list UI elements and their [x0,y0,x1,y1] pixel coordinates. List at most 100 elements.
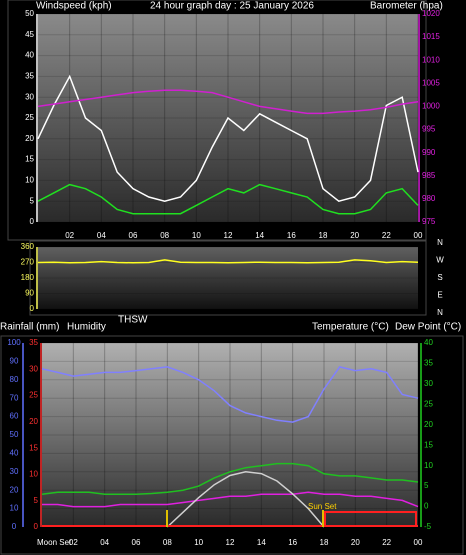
y3-tick-label: 25 [29,391,38,400]
y-tick-label: 70 [10,393,19,402]
x-tick-label: 06 [129,231,138,240]
y3-tick-label: 10 [29,470,38,479]
y-tick-label: 0 [12,522,17,531]
y-tick-label: 35 [25,72,34,81]
x-tick-label: 02 [69,538,78,547]
y-tick-label: 0 [30,217,35,226]
y2-tick-label: 0 [424,502,429,511]
thsw-label: THSW [118,315,148,326]
series-line [41,462,419,496]
x-tick-label: 20 [351,538,360,547]
x-tick-label: 10 [192,231,201,240]
y2-tick-label: 985 [422,171,436,180]
x-tick-label: 22 [382,538,391,547]
x-tick-label: 04 [100,538,109,547]
y3-tick-label: 35 [29,338,38,347]
x-tick-label: 02 [65,231,74,240]
y-tick-label: 270 [21,258,35,267]
y-tick-label: 100 [7,338,21,347]
y-tick-label: 50 [10,430,19,439]
x-tick-label: 18 [319,231,328,240]
y3-tick-label: 15 [29,443,38,452]
y3-tick-label: 20 [29,417,38,426]
chart-title: 24 hour graph day : 25 January 2026 [150,1,314,12]
y2-tick-label: 30 [424,379,433,388]
y-tick-label: 30 [25,92,34,101]
y2-tick-label: 1020 [422,9,440,18]
direction-label: S [437,273,442,282]
y-tick-label: 5 [30,196,35,205]
y2-tick-label: 20 [424,420,433,429]
plot-bg [38,247,418,309]
y-tick-label: 80 [10,375,19,384]
temperature-axis-label: Temperature (°C) [312,322,389,333]
y2-tick-label: 975 [422,217,436,226]
y2-tick-label: 990 [422,148,436,157]
y2-tick-label: 1000 [422,102,440,111]
x-tick-label: 08 [160,231,169,240]
annotation: Moon Set [37,538,72,547]
annotation: Sun Set [308,502,337,511]
series-line [37,259,419,264]
y2-tick-label: 1015 [422,32,440,41]
y-tick-label: 40 [25,51,34,60]
y2-tick-label: 1005 [422,78,440,87]
y-tick-label: 90 [25,289,34,298]
y-tick-label: 40 [10,449,19,458]
series-line [41,366,419,423]
x-tick-label: 00 [414,538,423,547]
marks: 0510152025303540455097598098599099510001… [7,9,444,547]
y-tick-label: 10 [25,176,34,185]
x-tick-label: 16 [288,538,297,547]
direction-label: N [437,308,443,317]
y-tick-label: 25 [25,113,34,122]
y2-tick-label: 995 [422,125,436,134]
x-tick-label: 04 [97,231,106,240]
dewpoint-axis-label: Dew Point (°C) [395,322,461,333]
x-tick-label: 20 [350,231,359,240]
y2-tick-label: 40 [424,338,433,347]
y-tick-label: 60 [10,412,19,421]
series-line [37,89,419,115]
series-line [37,183,419,215]
series-line [37,74,419,203]
y-tick-label: 10 [10,504,19,513]
y2-tick-label: 25 [424,399,433,408]
y2-tick-label: 35 [424,359,433,368]
direction-label: E [437,291,442,300]
y-tick-label: 0 [30,304,35,313]
y2-tick-label: -5 [424,522,432,531]
y3-tick-label: 30 [29,364,38,373]
x-tick-label: 10 [194,538,203,547]
y2-tick-label: 15 [424,440,433,449]
y-tick-label: 45 [25,30,34,39]
series-line [166,471,325,528]
rain-axis-label: Rainfall (mm) [0,322,59,333]
x-tick-label: 06 [132,538,141,547]
y-tick-label: 20 [10,485,19,494]
y2-tick-label: 980 [422,194,436,203]
humidity-axis-label: Humidity [67,322,106,333]
y-tick-label: 20 [25,134,34,143]
x-tick-label: 00 [414,231,423,240]
direction-label: N [437,238,443,247]
night-step [324,511,417,527]
y-tick-label: 50 [25,9,34,18]
y-tick-label: 360 [21,242,35,251]
y3-tick-label: 5 [34,496,39,505]
x-tick-label: 22 [382,231,391,240]
y2-axis-label: Barometer (hpa) [370,1,443,12]
x-tick-label: 08 [163,538,172,547]
x-tick-label: 12 [226,538,235,547]
x-tick-label: 16 [287,231,296,240]
x-tick-label: 18 [320,538,329,547]
y-tick-label: 30 [10,467,19,476]
y-axis-label: Windspeed (kph) [36,1,112,12]
x-tick-label: 14 [255,231,264,240]
y2-tick-label: 1010 [422,55,440,64]
y2-tick-label: 5 [424,481,429,490]
y-tick-label: 15 [25,155,34,164]
direction-label: W [436,256,444,265]
y3-tick-label: 0 [34,522,39,531]
y2-tick-label: 10 [424,461,433,470]
